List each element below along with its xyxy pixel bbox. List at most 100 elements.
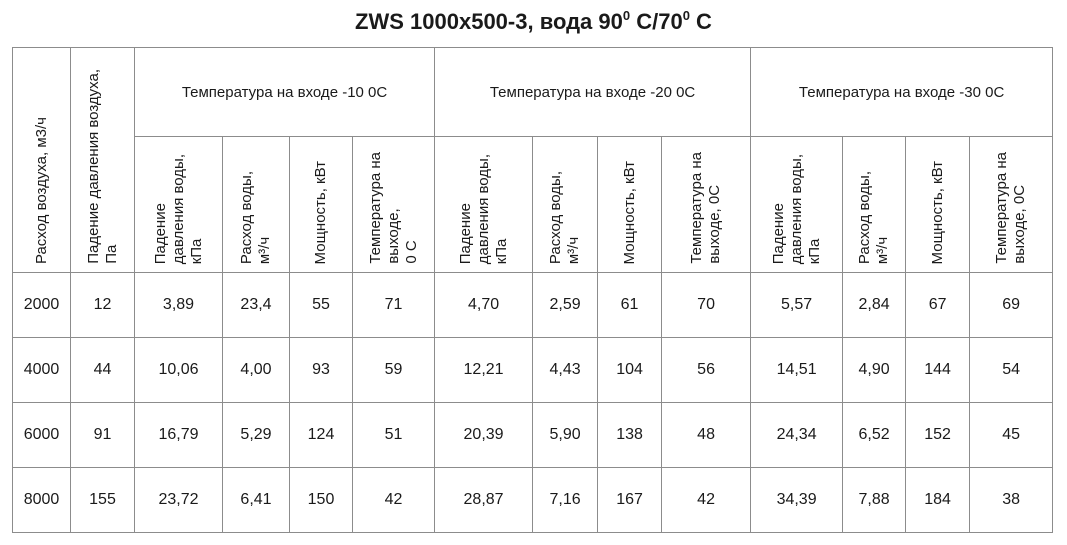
rotated-label: Расход воздуха, м3/ч (33, 117, 51, 264)
rotated-label: Падение давления воды, кПа (457, 154, 511, 264)
title-text: C (689, 9, 712, 34)
rotated-label: Температура на выходе, 0С (688, 152, 724, 264)
column-header: Падение давления воздуха, Па (70, 47, 135, 273)
rotated-label: Мощность, кВт (621, 161, 639, 264)
data-cell: 28,87 (434, 467, 534, 533)
data-cell: 69 (969, 272, 1054, 338)
data-cell: 56 (661, 337, 752, 403)
data-cell: 3,89 (134, 272, 223, 338)
label-line: Па (102, 244, 120, 264)
label-line: Падение (456, 202, 474, 264)
rotated-label: Температура на выходе, 0 С (367, 152, 421, 264)
data-cell: 24,34 (750, 402, 844, 468)
data-cell: 16,79 (134, 402, 223, 468)
label-line: Расход воды, (238, 170, 255, 264)
column-header: Падение давления воды, кПа (750, 136, 844, 273)
data-cell: 138 (597, 402, 663, 468)
data-cell: 8000 (12, 467, 71, 533)
data-cell: 6,41 (222, 467, 290, 533)
data-cell: 4,43 (532, 337, 599, 403)
header-row: Расход воздуха, м3/ч Падение давления воз… (12, 47, 1054, 273)
data-cell: 150 (289, 467, 353, 533)
label-line: выходе, 0С (1011, 185, 1029, 264)
label-line: Мощность, кВт (312, 160, 329, 264)
data-cell: 124 (289, 402, 353, 468)
data-cell: 10,06 (134, 337, 223, 403)
label-line: Расход воздуха, м3/ч (32, 116, 50, 264)
label-line: давления воды, (787, 153, 805, 264)
data-cell: 4000 (12, 337, 71, 403)
rotated-label: Падение давления воды, кПа (770, 154, 824, 264)
column-header: Температура на выходе, 0 С (351, 136, 436, 273)
label-line: м³/ч (256, 236, 273, 264)
group-header: Температура на входе -20 0С (434, 47, 752, 137)
data-cell: 12 (70, 272, 135, 338)
data-cell: 104 (597, 337, 663, 403)
label-line: Падение (151, 202, 169, 264)
rotated-label: Падение давления воздуха, Па (85, 69, 121, 264)
data-cell: 51 (351, 402, 436, 468)
column-header: Расход воды, м³/ч (532, 136, 599, 273)
data-cell: 167 (597, 467, 663, 533)
title-text: C/70 (630, 9, 683, 34)
title-superscript: 0 (682, 8, 690, 23)
column-header: Расход воды, м³/ч (842, 136, 907, 273)
column-header: Расход воздуха, м3/ч (12, 47, 71, 273)
label-line: Расход воды, (547, 170, 565, 264)
data-cell: 61 (597, 272, 663, 338)
data-row: 2000 12 3,89 23,4 55 71 4,70 2,59 61 70 5,57 2,84 67… (12, 272, 1054, 338)
data-cell: 4,00 (222, 337, 290, 403)
data-cell: 2,84 (842, 272, 907, 338)
data-cell: 93 (289, 337, 353, 403)
label-line: кПа (805, 238, 823, 264)
header-row: Падение давления воды, кПа Расход воды, м³/ч… (13, 136, 1054, 273)
label-line: м³/ч (874, 236, 892, 264)
data-cell: 70 (661, 272, 752, 338)
data-cell: 48 (661, 402, 752, 468)
label-line: м³/ч (565, 236, 583, 264)
data-cell: 45 (969, 402, 1054, 468)
data-row: 4000 44 10,06 4,00 93 59 12,21 4,43 104 56 14,51 4,… (12, 337, 1054, 403)
title-superscript: 0 (622, 8, 631, 23)
title-text: ZWS 1000x500-3, вода 90 (355, 9, 623, 34)
data-cell: 23,4 (222, 272, 290, 338)
data-row: 8000 155 23,72 6,41 150 42 28,87 7,16 167 42 34,39… (12, 467, 1054, 533)
data-cell: 4,90 (842, 337, 907, 403)
data-cell: 23,72 (134, 467, 223, 533)
label-line: Мощность, кВт (928, 160, 946, 264)
data-cell: 5,29 (222, 402, 290, 468)
data-cell: 38 (969, 467, 1054, 533)
data-cell: 54 (969, 337, 1054, 403)
rotated-label: Мощность, кВт (312, 161, 330, 264)
column-header: Падение давления воды, кПа (134, 136, 223, 273)
label-line: кПа (492, 238, 510, 264)
label-line: Температура на (688, 152, 706, 264)
data-cell: 2,59 (532, 272, 599, 338)
column-header: Температура на выходе, 0С (661, 136, 752, 273)
label-line: выходе, (384, 208, 402, 264)
data-cell: 4,70 (434, 272, 534, 338)
label-line: давления воды, (169, 153, 187, 264)
data-cell: 5,57 (750, 272, 844, 338)
data-table: Расход воздуха, м3/ч Падение давления воз… (12, 47, 1054, 533)
rotated-label: Расход воды, м³/ч (856, 171, 892, 264)
label-line: кПа (187, 238, 205, 264)
label-line: Температура на (366, 152, 384, 264)
label-line: Мощность, кВт (620, 160, 638, 264)
column-header: Мощность, кВт (289, 136, 353, 273)
data-cell: 6000 (12, 402, 71, 468)
data-cell: 14,51 (750, 337, 844, 403)
data-cell: 184 (905, 467, 971, 533)
data-cell: 7,16 (532, 467, 599, 533)
data-cell: 59 (351, 337, 436, 403)
label-line: Расход воды, (856, 170, 874, 264)
data-cell: 67 (905, 272, 971, 338)
label-line: Падение (769, 202, 787, 264)
rotated-label: Расход воды, м³/ч (238, 171, 274, 264)
data-cell: 7,88 (842, 467, 907, 533)
data-cell: 5,90 (532, 402, 599, 468)
rotated-label: Расход воды, м³/ч (547, 171, 583, 264)
data-cell: 12,21 (434, 337, 534, 403)
data-cell: 42 (661, 467, 752, 533)
